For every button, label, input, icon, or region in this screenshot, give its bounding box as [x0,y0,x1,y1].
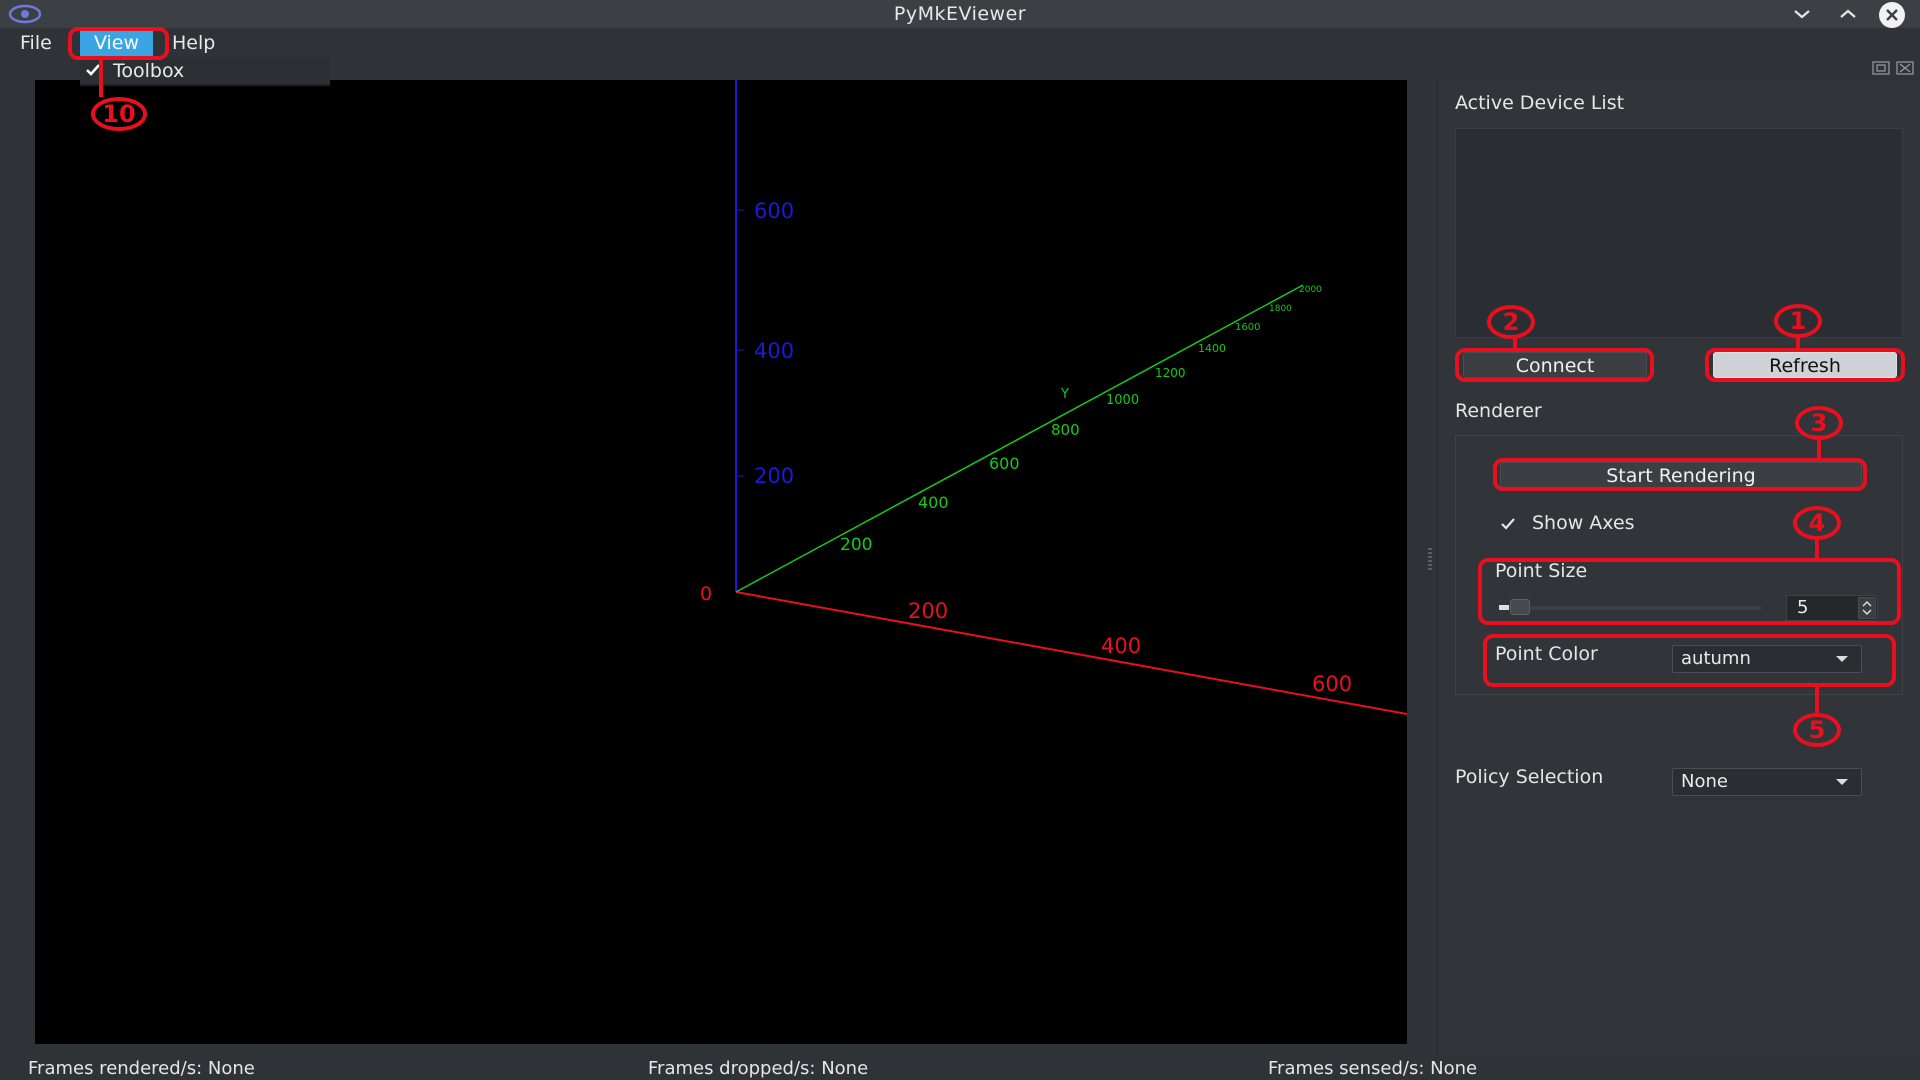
window-title: PyMkEViewer [893,3,1027,25]
y-tick-2000: 2000 [1299,285,1322,295]
annotation-label-4: 4 [1793,506,1841,540]
x-tick-400: 400 [1101,634,1141,658]
annotation-box-refresh [1705,348,1905,382]
app-eye-icon [8,4,42,24]
y-axis-ticks: 200 400 600 800 1000 1200 1400 1600 1800… [840,285,1322,555]
x-axis-line [735,591,1407,715]
point-size-value[interactable]: 5 [1797,597,1809,618]
policy-select[interactable] [1672,768,1862,796]
menu-help[interactable]: Help [172,32,216,54]
z-tick-600: 600 [754,199,794,223]
menu-file[interactable]: File [20,32,52,54]
point-size-slider[interactable] [1500,606,1762,610]
annotation-leader-10 [99,60,103,97]
point-size-slider-fill [1499,605,1509,610]
y-axis-label: Y [1060,387,1069,402]
dropdown-arrow-icon [1836,656,1848,662]
annotation-box-connect [1455,348,1654,382]
z-tick-400: 400 [754,339,794,363]
show-axes-checkbox[interactable] [1499,515,1517,533]
checkmark-icon [86,64,100,76]
x-tick-200: 200 [908,599,948,623]
active-device-list[interactable] [1455,128,1903,338]
y-tick-1800: 1800 [1269,304,1292,314]
annotation-leader-5 [1815,685,1819,713]
point-size-label: Point Size [1495,560,1588,582]
z-tick-200: 200 [754,464,794,488]
point-color-value[interactable]: autumn [1681,648,1751,669]
renderer-label: Renderer [1455,400,1542,422]
device-list-label: Active Device List [1455,92,1625,114]
menu-item-toolbox[interactable]: Toolbox [113,60,185,82]
splitter-handle[interactable] [1428,548,1432,570]
annotation-label-2: 2 [1487,305,1535,339]
annotation-label-3: 3 [1795,406,1843,440]
spin-arrows-icon[interactable] [1858,597,1876,619]
point-color-label: Point Color [1495,643,1598,665]
refresh-button[interactable]: Refresh [1713,352,1897,378]
point-color-select[interactable] [1672,645,1862,673]
annotation-leader-4 [1815,537,1819,560]
y-axis-line [735,284,1304,593]
start-rendering-button[interactable]: Start Rendering [1500,462,1862,488]
annotation-label-5: 5 [1793,713,1841,747]
dock-close-icon[interactable] [1896,61,1914,75]
connect-button[interactable]: Connect [1463,352,1647,378]
annotation-leader-2 [1513,336,1517,350]
y-tick-400: 400 [918,493,949,512]
menu-view[interactable]: View [80,30,153,57]
annotation-box-view [68,27,169,60]
y-tick-1600: 1600 [1235,322,1260,333]
view-menu-dropdown [80,58,330,86]
status-frames-dropped: Frames dropped/s: None [648,1058,869,1079]
annotation-leader-1 [1796,336,1800,350]
y-tick-800: 800 [1051,421,1080,439]
annotation-label-10: 10 [91,97,147,131]
dock-float-icon[interactable] [1872,61,1890,75]
show-axes-label[interactable]: Show Axes [1532,512,1635,534]
x-tick-600: 600 [1312,672,1352,696]
maximize-icon[interactable] [1833,4,1863,24]
annotation-box-point-color [1483,634,1896,687]
y-tick-200: 200 [840,535,872,555]
annotation-leader-3 [1817,436,1821,460]
renderer-group [1455,435,1903,695]
z-axis-ticks: 600 400 200 [736,199,794,488]
dropdown-arrow-icon [1836,779,1848,785]
annotation-box-point-size [1478,558,1901,625]
render-viewport[interactable]: 600 400 200 0 200 400 600 Y 200 400 600 … [35,80,1407,1044]
status-frames-sensed: Frames sensed/s: None [1268,1058,1478,1079]
status-frames-rendered: Frames rendered/s: None [28,1058,255,1079]
origin-label: 0 [700,583,712,605]
y-tick-600: 600 [989,454,1020,473]
annotation-label-1: 1 [1774,304,1822,338]
policy-value[interactable]: None [1681,771,1728,792]
close-icon[interactable] [1878,1,1906,29]
point-size-slider-handle[interactable] [1510,599,1530,615]
policy-selection-label: Policy Selection [1455,766,1604,788]
annotation-box-start [1493,458,1867,491]
menu-bar [0,28,1920,58]
y-tick-1400: 1400 [1198,342,1226,355]
y-tick-1000: 1000 [1106,393,1139,408]
title-bar: PyMkEViewer [0,0,1920,28]
x-axis-ticks: 200 400 600 [908,599,1352,696]
minimize-icon[interactable] [1787,4,1817,24]
y-tick-1200: 1200 [1155,366,1186,380]
